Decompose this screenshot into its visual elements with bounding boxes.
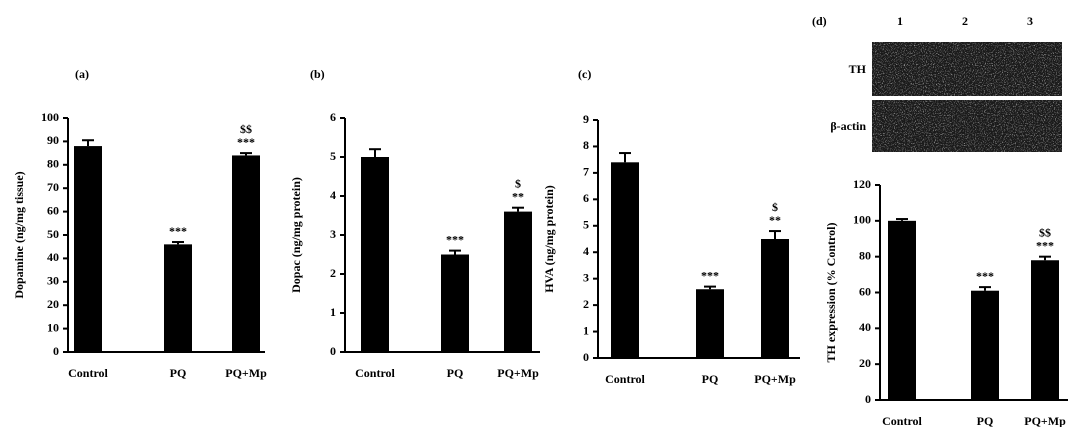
- y-tick-label: 10: [47, 320, 59, 334]
- y-tick-label: 2: [330, 266, 336, 280]
- significance-mark: **: [512, 189, 524, 203]
- x-tick-label: PQ: [170, 366, 187, 380]
- bar: [504, 212, 532, 352]
- y-tick-label: 1: [583, 323, 589, 337]
- y-tick-label: 4: [583, 244, 589, 258]
- bar: [164, 244, 192, 352]
- bar: [761, 239, 789, 358]
- x-tick-label: PQ+Mp: [1024, 414, 1066, 427]
- blot-row-label: TH: [849, 62, 867, 76]
- y-axis-label: HVA (ng/mg protein): [542, 185, 556, 293]
- significance-mark: **: [769, 213, 781, 227]
- blot-image: [872, 42, 1062, 152]
- y-axis-label: Dopac (ng/mg protein): [289, 177, 303, 293]
- y-tick-label: 9: [583, 112, 589, 126]
- bar: [1031, 260, 1059, 400]
- x-tick-label: PQ+Mp: [497, 366, 539, 380]
- y-tick-label: 40: [47, 250, 59, 264]
- y-tick-label: 6: [330, 110, 336, 124]
- y-tick-label: 60: [859, 284, 871, 298]
- y-tick-label: 4: [330, 188, 336, 202]
- y-tick-label: 30: [47, 274, 59, 288]
- significance-mark: ***: [169, 224, 187, 238]
- lane-label: 2: [962, 14, 968, 28]
- y-tick-label: 8: [583, 138, 589, 152]
- y-tick-label: 100: [41, 110, 59, 124]
- y-tick-label: 80: [859, 248, 871, 262]
- y-tick-label: 5: [330, 149, 336, 163]
- y-axis-label: TH expression (% Control): [824, 223, 838, 363]
- significance-mark: ***: [1036, 238, 1054, 252]
- blot-row-label: β-actin: [830, 119, 866, 133]
- bar: [361, 157, 389, 352]
- lane-label: 1: [897, 14, 903, 28]
- panel-label: (b): [310, 67, 325, 81]
- bar: [74, 146, 102, 352]
- bar: [971, 291, 999, 400]
- panel-label: (a): [75, 67, 89, 81]
- bar: [232, 155, 260, 352]
- y-tick-label: 0: [330, 344, 336, 358]
- x-tick-label: PQ+Mp: [225, 366, 267, 380]
- y-tick-label: 1: [330, 305, 336, 319]
- x-tick-label: PQ: [977, 414, 994, 427]
- y-tick-label: 90: [47, 133, 59, 147]
- y-tick-label: 0: [865, 392, 871, 406]
- y-tick-label: 40: [859, 320, 871, 334]
- lane-label: 3: [1027, 14, 1033, 28]
- y-tick-label: 5: [583, 218, 589, 232]
- page: {"chart_data": [ {"type": "bar", "title"…: [0, 0, 1072, 427]
- y-tick-label: 20: [859, 356, 871, 370]
- y-tick-label: 3: [330, 227, 336, 241]
- y-tick-label: 80: [47, 157, 59, 171]
- y-tick-label: 0: [53, 344, 59, 358]
- x-tick-label: Control: [355, 366, 395, 380]
- x-tick-label: PQ+Mp: [754, 372, 796, 386]
- significance-mark: $$: [1039, 225, 1051, 239]
- x-tick-label: Control: [605, 372, 645, 386]
- x-tick-label: Control: [68, 366, 108, 380]
- panel-label: (c): [578, 67, 591, 81]
- x-tick-label: PQ: [702, 372, 719, 386]
- y-tick-label: 7: [583, 165, 589, 179]
- significance-mark: ***: [976, 269, 994, 283]
- x-tick-label: PQ: [447, 366, 464, 380]
- y-tick-label: 60: [47, 203, 59, 217]
- y-tick-label: 3: [583, 270, 589, 284]
- y-tick-label: 2: [583, 297, 589, 311]
- significance-mark: ***: [446, 232, 464, 246]
- significance-mark: $: [515, 176, 521, 190]
- bar: [441, 255, 469, 353]
- bar: [888, 221, 916, 400]
- y-tick-label: 120: [853, 177, 871, 191]
- panel-label: (d): [812, 14, 827, 28]
- significance-mark: ***: [701, 268, 719, 282]
- y-tick-label: 70: [47, 180, 59, 194]
- bar: [611, 162, 639, 358]
- y-tick-label: 6: [583, 191, 589, 205]
- significance-mark: ***: [237, 135, 255, 149]
- y-tick-label: 20: [47, 297, 59, 311]
- bar: [696, 289, 724, 358]
- y-tick-label: 50: [47, 227, 59, 241]
- y-axis-label: Dopamine (ng/mg tissue): [12, 171, 26, 298]
- y-tick-label: 100: [853, 213, 871, 227]
- y-tick-label: 0: [583, 350, 589, 364]
- figure: (a)Dopamine (ng/mg tissue)01020304050607…: [0, 0, 1072, 427]
- significance-mark: $$: [240, 122, 252, 136]
- x-tick-label: Control: [882, 414, 922, 427]
- significance-mark: $: [772, 200, 778, 214]
